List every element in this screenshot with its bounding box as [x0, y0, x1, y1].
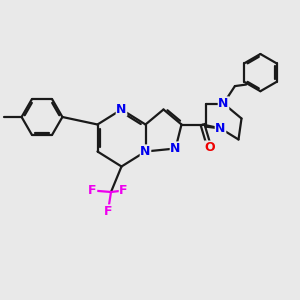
- Text: N: N: [215, 122, 226, 135]
- Text: F: F: [104, 205, 112, 218]
- Text: O: O: [205, 141, 215, 154]
- Text: F: F: [119, 184, 128, 197]
- Text: F: F: [88, 184, 97, 197]
- Text: N: N: [170, 142, 181, 155]
- Text: N: N: [218, 97, 229, 110]
- Text: N: N: [140, 145, 151, 158]
- Text: N: N: [116, 103, 127, 116]
